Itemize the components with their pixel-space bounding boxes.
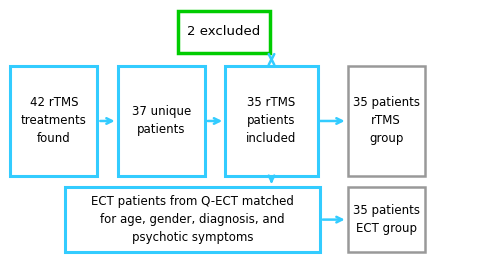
Text: 37 unique
patients: 37 unique patients — [132, 105, 191, 136]
FancyBboxPatch shape — [65, 187, 320, 252]
FancyArrowPatch shape — [100, 118, 112, 124]
FancyBboxPatch shape — [225, 66, 318, 176]
Text: 35 rTMS
patients
included: 35 rTMS patients included — [246, 97, 296, 145]
FancyArrowPatch shape — [268, 176, 274, 181]
Text: 2 excluded: 2 excluded — [187, 25, 260, 38]
FancyBboxPatch shape — [10, 66, 98, 176]
Text: ECT patients from Q-ECT matched
for age, gender, diagnosis, and
psychotic sympto: ECT patients from Q-ECT matched for age,… — [91, 195, 294, 244]
Text: 42 rTMS
treatments
found: 42 rTMS treatments found — [21, 97, 86, 145]
FancyArrowPatch shape — [320, 118, 342, 124]
FancyBboxPatch shape — [178, 11, 270, 53]
FancyBboxPatch shape — [348, 66, 425, 176]
FancyBboxPatch shape — [348, 187, 425, 252]
Text: 35 patients
ECT group: 35 patients ECT group — [353, 204, 420, 235]
FancyBboxPatch shape — [118, 66, 205, 176]
FancyArrowPatch shape — [268, 54, 274, 65]
FancyArrowPatch shape — [208, 118, 220, 124]
FancyArrowPatch shape — [323, 217, 342, 222]
Text: 35 patients
rTMS
group: 35 patients rTMS group — [353, 97, 420, 145]
